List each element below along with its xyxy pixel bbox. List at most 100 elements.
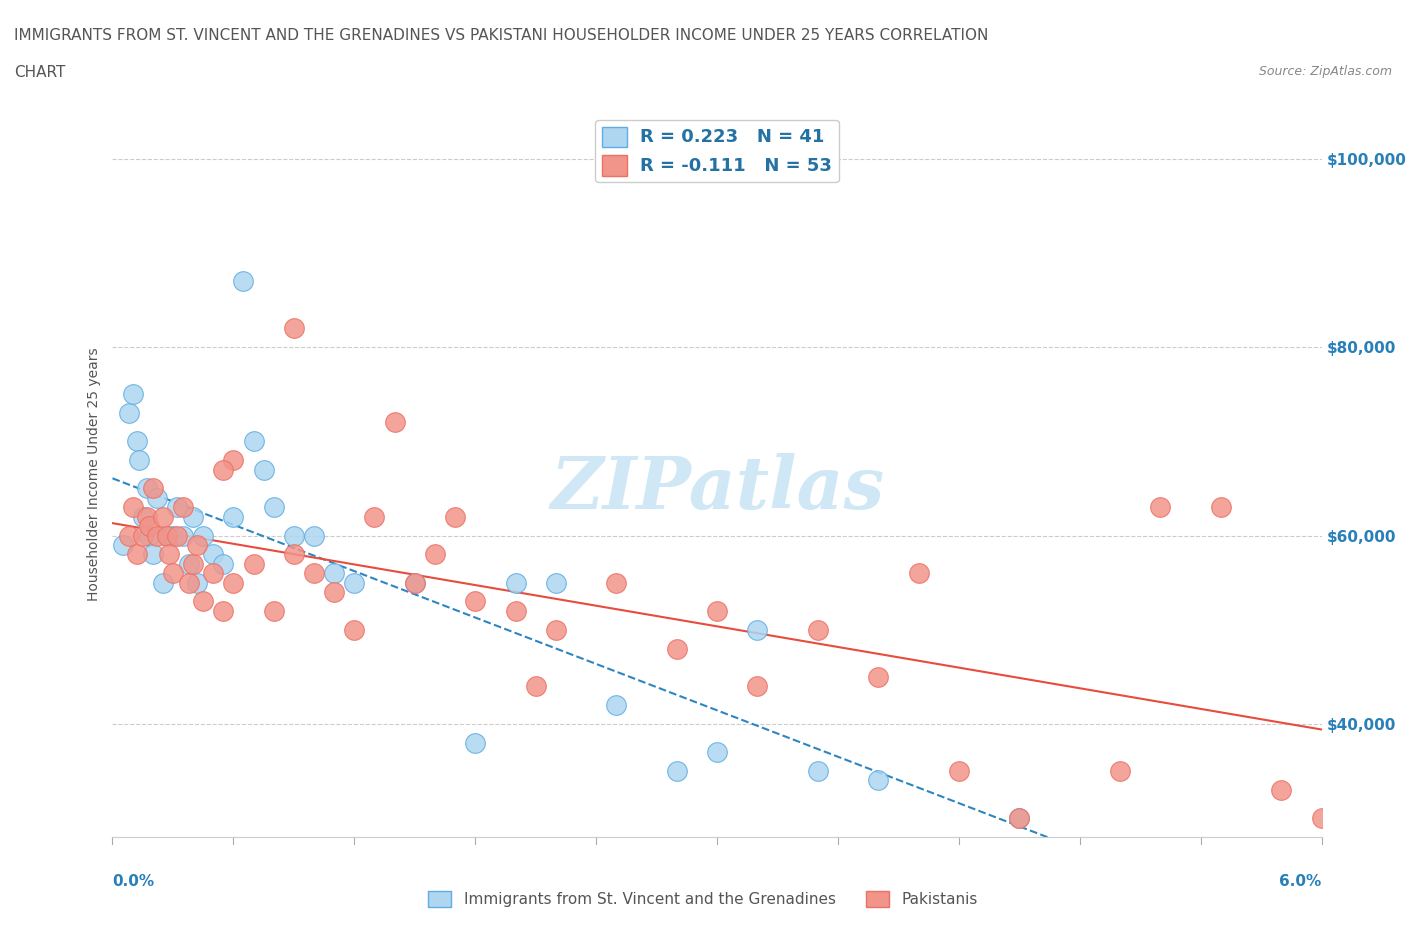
Point: [263, 499, 285, 514]
Point: [132, 510, 155, 525]
Point: [807, 622, 830, 637]
Legend: Immigrants from St. Vincent and the Grenadines, Pakistanis: Immigrants from St. Vincent and the Gren…: [422, 884, 984, 913]
Point: [464, 594, 486, 609]
Point: [157, 528, 180, 543]
Point: [191, 528, 215, 543]
Point: [283, 547, 305, 562]
Point: [166, 528, 188, 543]
Point: [172, 528, 194, 543]
Point: [323, 565, 346, 580]
Point: [135, 510, 157, 525]
Point: [177, 575, 200, 590]
Point: [172, 499, 194, 514]
Point: [242, 434, 264, 449]
Point: [747, 622, 769, 637]
Point: [706, 745, 728, 760]
Point: [222, 510, 245, 525]
Point: [156, 528, 179, 543]
Legend: R = 0.223   N = 41, R = -0.111   N = 53: R = 0.223 N = 41, R = -0.111 N = 53: [595, 120, 839, 182]
Point: [152, 575, 174, 590]
Point: [868, 773, 890, 788]
Point: [544, 575, 567, 590]
Point: [302, 565, 325, 580]
Point: [283, 321, 305, 336]
Point: [212, 462, 235, 477]
Point: [907, 565, 929, 580]
Point: [505, 575, 527, 590]
Point: [121, 387, 143, 402]
Point: [186, 575, 208, 590]
Point: [665, 764, 688, 778]
Point: [423, 547, 446, 562]
Point: [125, 434, 148, 449]
Point: [232, 273, 254, 288]
Point: [253, 462, 276, 477]
Point: [384, 415, 406, 430]
Point: [706, 604, 728, 618]
Point: [166, 499, 188, 514]
Point: [404, 575, 426, 590]
Point: [138, 528, 160, 543]
Point: [128, 453, 150, 468]
Point: [868, 670, 890, 684]
Point: [111, 538, 134, 552]
Point: [1310, 811, 1333, 826]
Point: [343, 622, 366, 637]
Point: [162, 565, 184, 580]
Text: Source: ZipAtlas.com: Source: ZipAtlas.com: [1258, 65, 1392, 78]
Point: [1149, 499, 1171, 514]
Text: IMMIGRANTS FROM ST. VINCENT AND THE GRENADINES VS PAKISTANI HOUSEHOLDER INCOME U: IMMIGRANTS FROM ST. VINCENT AND THE GREN…: [14, 28, 988, 43]
Point: [125, 547, 148, 562]
Point: [505, 604, 527, 618]
Point: [222, 453, 245, 468]
Point: [212, 556, 235, 571]
Y-axis label: Householder Income Under 25 years: Householder Income Under 25 years: [87, 348, 101, 601]
Point: [152, 510, 174, 525]
Point: [202, 547, 225, 562]
Point: [132, 528, 155, 543]
Point: [146, 490, 169, 505]
Point: [222, 575, 245, 590]
Text: CHART: CHART: [14, 65, 66, 80]
Point: [363, 510, 385, 525]
Point: [142, 481, 165, 496]
Point: [212, 604, 235, 618]
Point: [544, 622, 567, 637]
Point: [146, 528, 169, 543]
Point: [191, 594, 215, 609]
Point: [404, 575, 426, 590]
Point: [186, 538, 208, 552]
Point: [1209, 499, 1232, 514]
Point: [807, 764, 830, 778]
Point: [1270, 782, 1292, 797]
Point: [1008, 811, 1031, 826]
Point: [464, 736, 486, 751]
Text: 6.0%: 6.0%: [1279, 874, 1322, 889]
Point: [157, 547, 180, 562]
Point: [142, 547, 165, 562]
Point: [605, 698, 627, 712]
Point: [747, 679, 769, 694]
Point: [138, 519, 160, 534]
Point: [343, 575, 366, 590]
Point: [181, 510, 204, 525]
Point: [1008, 811, 1031, 826]
Point: [605, 575, 627, 590]
Point: [177, 556, 200, 571]
Point: [1109, 764, 1132, 778]
Point: [181, 556, 204, 571]
Point: [162, 528, 184, 543]
Point: [323, 585, 346, 600]
Text: ZIPatlas: ZIPatlas: [550, 453, 884, 525]
Point: [242, 556, 264, 571]
Point: [665, 641, 688, 656]
Point: [283, 528, 305, 543]
Point: [117, 405, 139, 420]
Point: [948, 764, 970, 778]
Text: 0.0%: 0.0%: [112, 874, 155, 889]
Point: [135, 481, 157, 496]
Point: [202, 565, 225, 580]
Point: [263, 604, 285, 618]
Point: [121, 499, 143, 514]
Point: [444, 510, 467, 525]
